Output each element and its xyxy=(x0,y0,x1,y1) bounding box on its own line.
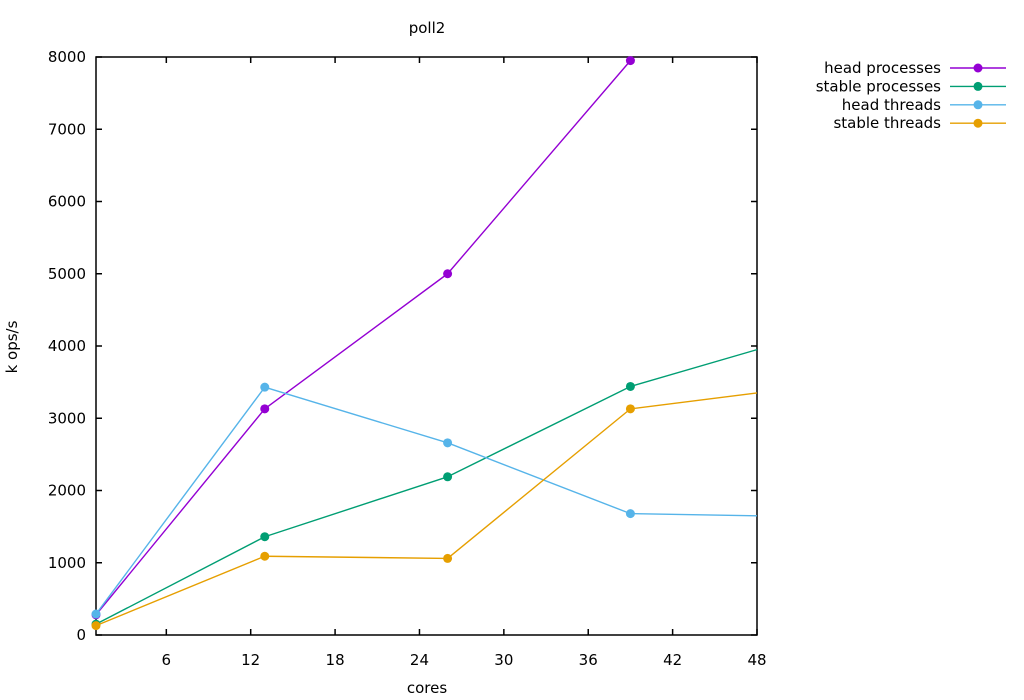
data-point-head-processes xyxy=(443,269,453,279)
x-tick-label: 6 xyxy=(162,651,172,669)
x-tick-label: 36 xyxy=(579,651,598,669)
data-point-stable-threads xyxy=(91,621,101,631)
series-line-head-processes xyxy=(95,60,631,616)
y-tick-label: 6000 xyxy=(48,193,86,211)
chart-title: poll2 xyxy=(409,19,446,37)
legend-point-sample xyxy=(973,81,983,91)
data-point-stable-processes xyxy=(260,532,270,542)
data-point-head-threads xyxy=(91,609,101,619)
data-point-stable-processes xyxy=(443,472,453,482)
y-tick-label: 7000 xyxy=(48,120,86,138)
plot-border xyxy=(95,56,758,636)
x-tick-label: 12 xyxy=(241,651,260,669)
y-tick-label: 0 xyxy=(76,626,86,644)
y-tick-label: 5000 xyxy=(48,265,86,283)
x-tick-label: 30 xyxy=(494,651,513,669)
series-layer xyxy=(91,56,758,631)
data-point-head-threads xyxy=(625,509,635,519)
legend-point-sample xyxy=(973,118,983,128)
y-tick-label: 4000 xyxy=(48,337,86,355)
x-tick-label: 42 xyxy=(663,651,682,669)
x-tick-label: 48 xyxy=(747,651,766,669)
data-point-stable-threads xyxy=(625,404,635,414)
data-point-stable-threads xyxy=(443,553,453,563)
x-tick-label: 18 xyxy=(326,651,345,669)
series-line-head-threads xyxy=(95,386,758,615)
y-axis-label: k ops/s xyxy=(3,320,21,373)
x-tick-label: 24 xyxy=(410,651,429,669)
data-point-head-threads xyxy=(260,382,270,392)
legend-point-sample xyxy=(973,100,983,110)
legend-label: stable processes xyxy=(816,77,941,95)
y-tick-label: 1000 xyxy=(48,554,86,572)
data-point-head-threads xyxy=(443,438,453,448)
legend-point-sample xyxy=(973,63,983,73)
legend-label: stable threads xyxy=(833,114,941,132)
data-point-head-processes xyxy=(260,404,270,414)
x-axis-label: cores xyxy=(407,679,447,697)
data-point-stable-processes xyxy=(625,381,635,391)
y-tick-label: 2000 xyxy=(48,482,86,500)
legend-label: head processes xyxy=(824,59,941,77)
legend-label: head threads xyxy=(842,96,941,114)
y-tick-label: 8000 xyxy=(48,48,86,66)
data-point-stable-threads xyxy=(260,551,270,561)
series-line-stable-processes xyxy=(95,348,758,625)
series-line-stable-threads xyxy=(95,392,758,627)
data-point-head-processes xyxy=(625,56,635,66)
plot-frame-layer: 6 12 18 24 30 36 42 48 0 1000 2000 3000 4000 5000 6000… xyxy=(48,48,767,669)
y-tick-label: 3000 xyxy=(48,409,86,427)
